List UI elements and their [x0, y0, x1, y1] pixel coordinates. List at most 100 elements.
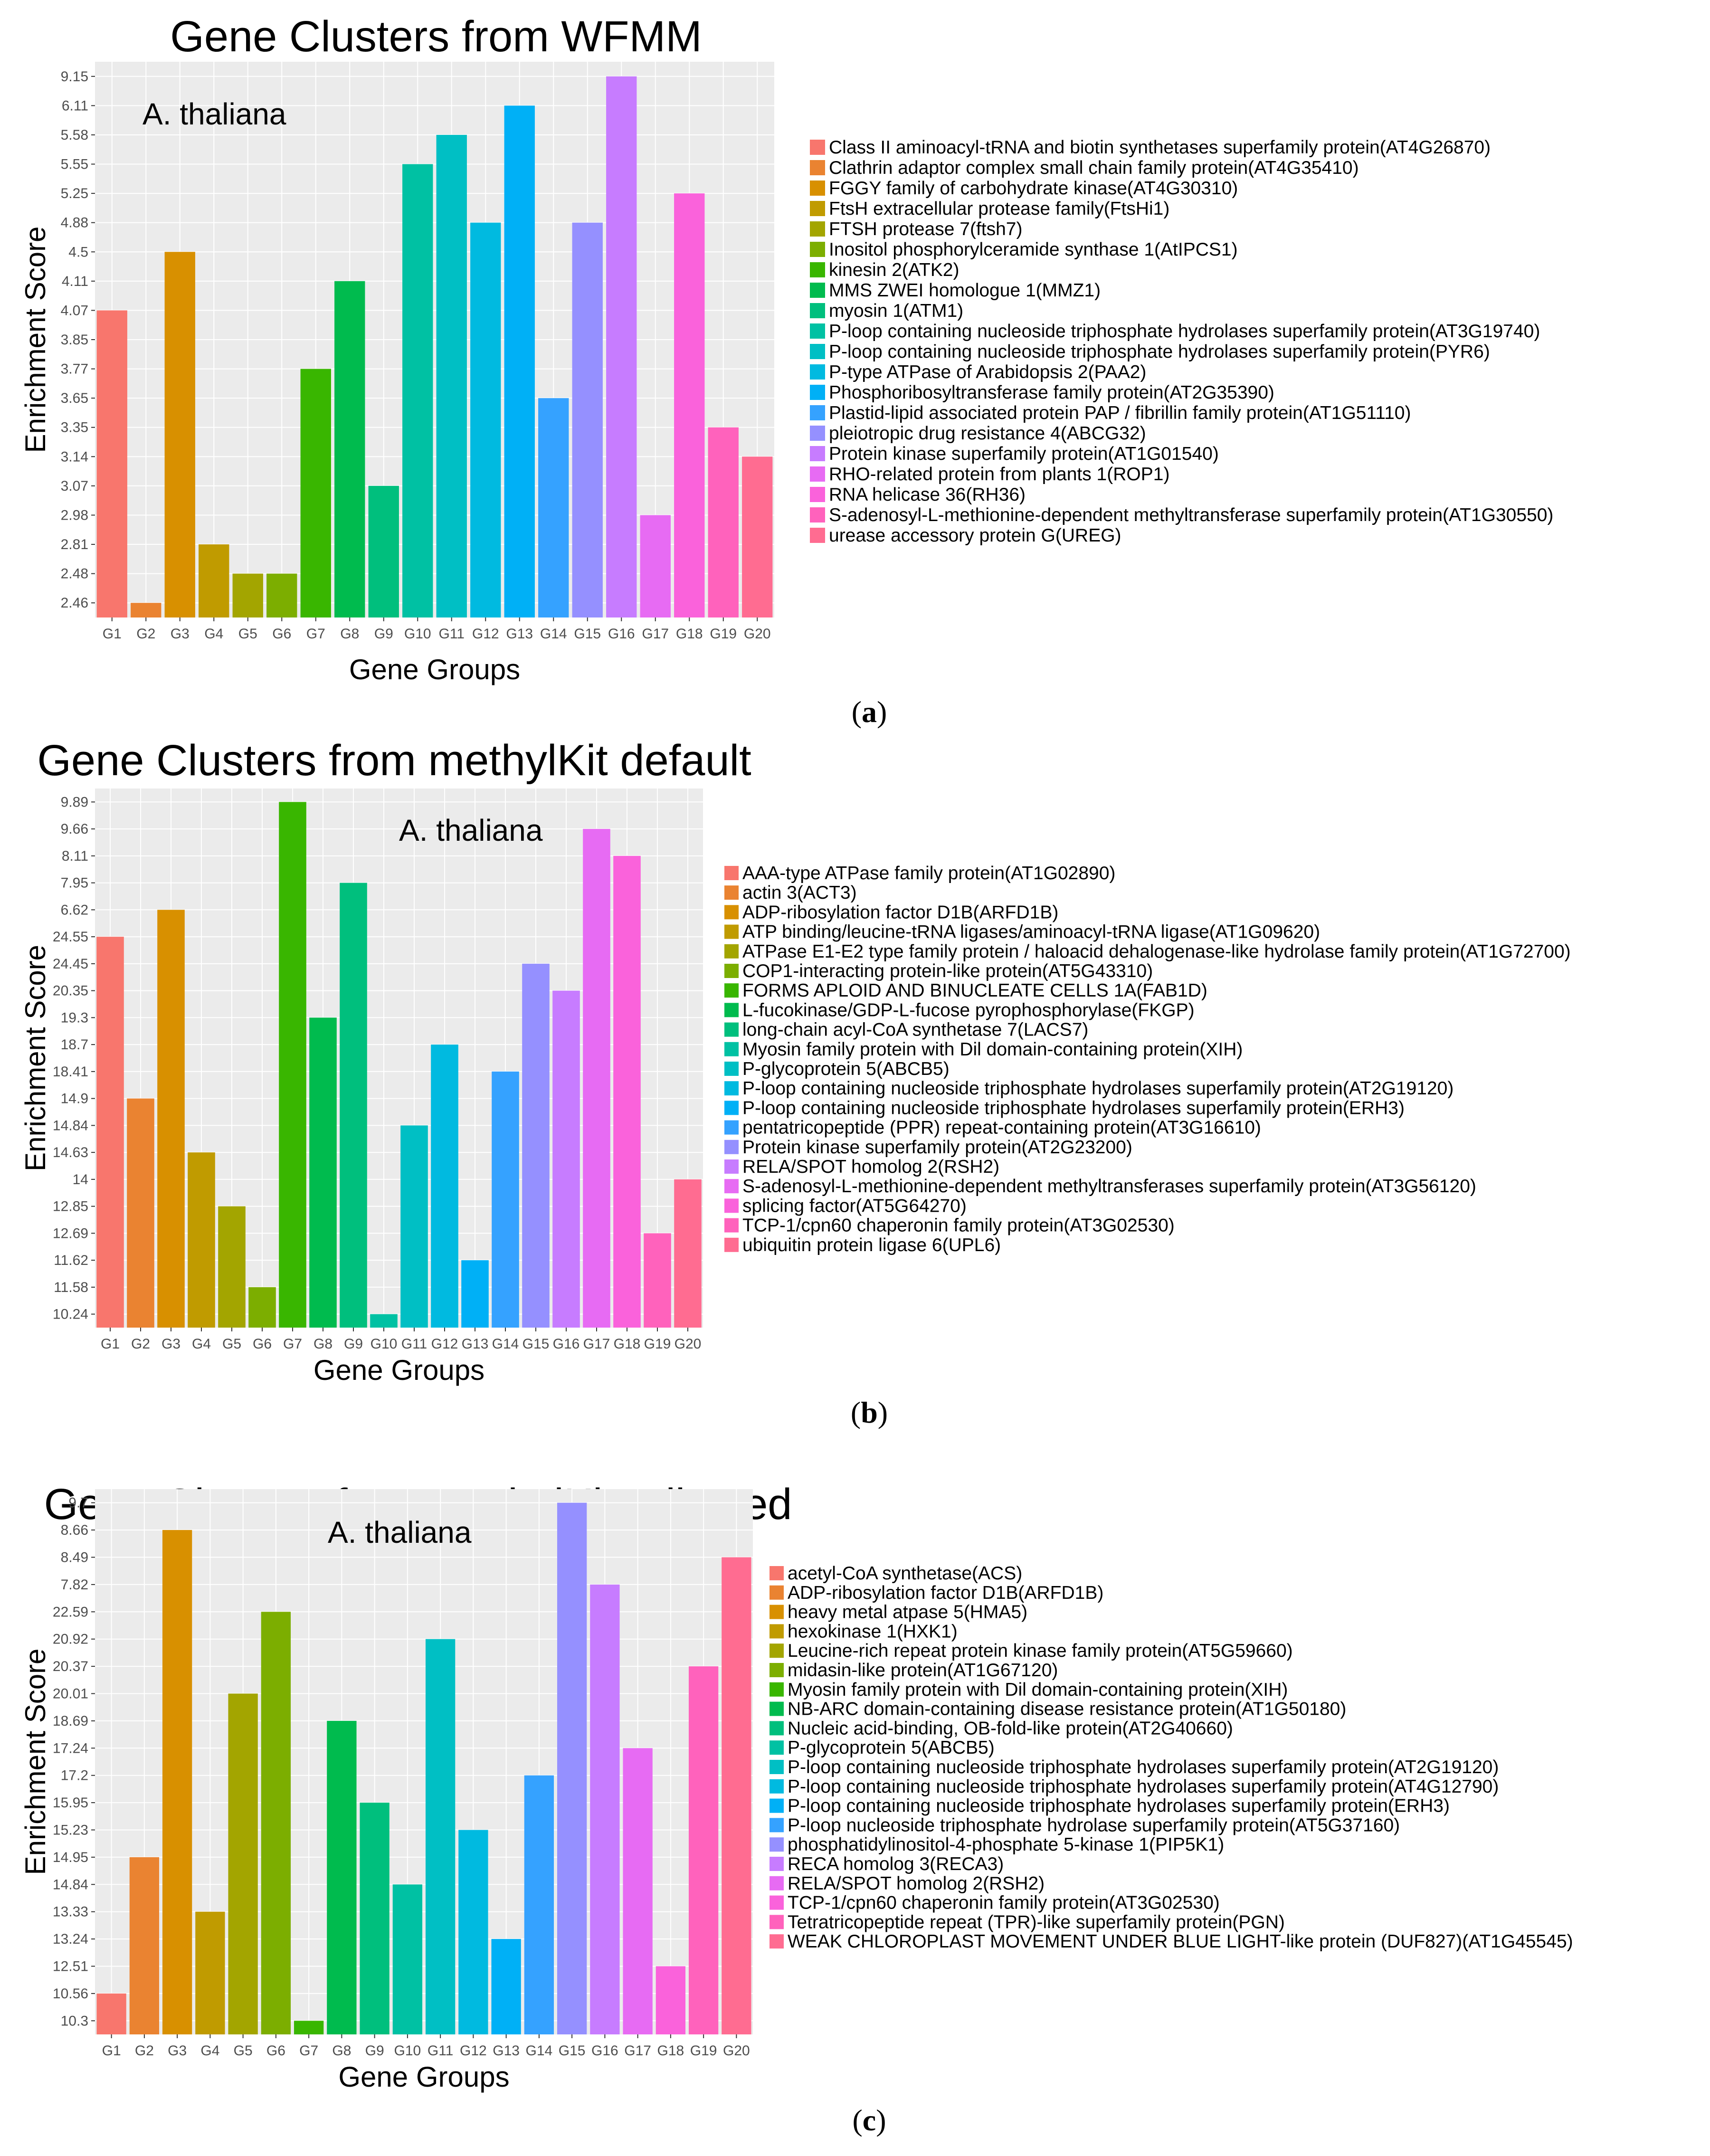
bar-G5: G5: 12.85 [218, 1206, 246, 1328]
x-tick-label: G10 [370, 1336, 398, 1352]
x-tick-label: G9 [365, 2043, 384, 2059]
y-tick-label: 3.77 [61, 361, 88, 377]
legend-label: P-loop containing nucleoside triphosphat… [788, 1757, 1499, 1777]
legend-label: RHO-related protein from plants 1(ROP1) [829, 464, 1169, 484]
x-tick-label: G20 [744, 626, 771, 642]
y-tick-label: 22.59 [53, 1604, 88, 1620]
legend-label: WEAK CHLOROPLAST MOVEMENT UNDER BLUE LIG… [788, 1931, 1573, 1952]
y-tick-label: 4.07 [61, 303, 88, 318]
x-tick-label: G9 [344, 1336, 363, 1352]
legend-swatch [724, 924, 739, 939]
y-tick-label: 12.51 [53, 1959, 88, 1975]
species-annotation: A. thaliana [142, 97, 286, 131]
bar-G15: G15: 9.7 [557, 1502, 587, 2034]
chart-panel-a: Gene Clusters from WFMMG1: 3.85G2: 2.46G… [19, 12, 1553, 729]
legend-swatch [770, 1605, 784, 1619]
legend-label: acetyl-CoA synthetase(ACS) [788, 1563, 1022, 1584]
bar-G20: G20: 8.49 [722, 1557, 751, 2034]
x-tick-label: G11 [401, 1336, 427, 1352]
x-tick-label: G3 [171, 626, 190, 642]
legend-label: long-chain acyl-CoA synthetase 7(LACS7) [742, 1020, 1088, 1040]
x-tick-label: G16 [591, 2043, 618, 2059]
legend-swatch [770, 1837, 784, 1852]
y-tick-label: 20.35 [53, 983, 88, 999]
legend-label: RNA helicase 36(RH36) [829, 484, 1026, 505]
y-tick-label: 8.11 [62, 848, 88, 864]
y-tick-label: 3.35 [61, 420, 88, 436]
bar-G8: G8: 18.69 [327, 1720, 357, 2034]
legend-swatch [810, 364, 825, 380]
legend-swatch [724, 1140, 739, 1154]
legend-label: Protein kinase superfamily protein(AT2G2… [742, 1137, 1132, 1158]
legend-swatch [810, 140, 825, 155]
bar-G1: G1: 3.85 [96, 310, 127, 617]
x-tick-label: G17 [642, 626, 669, 642]
legend-label: TCP-1/cpn60 chaperonin family protein(AT… [742, 1216, 1175, 1236]
x-tick-label: G4 [204, 626, 223, 642]
bar-G19: G19: 20.37 [688, 1666, 719, 2034]
y-tick-label: 14.63 [53, 1145, 88, 1160]
chart-panel-b: Gene Clusters from methylKit default G1: … [19, 736, 1571, 1429]
x-tick-label: G15 [574, 626, 601, 642]
legend-label: Inositol phosphorylceramide synthase 1(A… [829, 239, 1238, 260]
legend-swatch [810, 385, 825, 400]
x-tick-label: G20 [723, 2043, 750, 2059]
legend-swatch [770, 1915, 784, 1929]
bar-G1: G1: 24.55 [96, 937, 124, 1328]
legend-label: heavy metal atpase 5(HMA5) [788, 1602, 1027, 1623]
x-tick-label: G18 [614, 1336, 641, 1352]
legend-label: S-adenosyl-L-methionine-dependent methyl… [829, 505, 1553, 525]
chart-title: Gene Clusters from methylKit default [37, 736, 751, 785]
x-tick-label: G6 [253, 1336, 272, 1352]
bar-G14: G14: 3.65 [538, 398, 569, 617]
bar-G15: G15: 24.45 [522, 963, 550, 1328]
legend-swatch [724, 1042, 739, 1056]
bar-G19: G19: 12.69 [644, 1233, 671, 1328]
x-tick-label: G14 [492, 1336, 519, 1352]
legend-label: Nucleic acid-binding, OB-fold-like prote… [788, 1718, 1233, 1738]
bar-G9: G9: 15.95 [360, 1803, 390, 2034]
legend-label: ubiquitin protein ligase 6(UPL6) [742, 1235, 1001, 1255]
x-tick-label: G19 [690, 2043, 717, 2059]
x-tick-label: G5 [222, 1336, 241, 1352]
y-tick-label: 19.3 [61, 1010, 88, 1026]
legend-swatch [770, 1624, 784, 1639]
legend-label: Protein kinase superfamily protein(AT1G0… [829, 444, 1219, 464]
x-tick-label: G4 [192, 1336, 211, 1352]
legend-swatch [810, 242, 825, 257]
x-tick-label: G15 [522, 1336, 550, 1352]
legend-swatch [810, 262, 825, 277]
x-tick-label: G19 [710, 626, 737, 642]
legend-label: FORMS APLOID AND BINUCLEATE CELLS 1A(FAB… [742, 980, 1207, 1001]
legend-swatch [724, 866, 739, 880]
legend-swatch [724, 1198, 739, 1213]
legend-label: P-loop containing nucleoside triphosphat… [788, 1776, 1499, 1797]
y-tick-label: 14.84 [53, 1118, 88, 1133]
legend-swatch [770, 1721, 784, 1736]
legend-swatch [810, 466, 825, 482]
bar-G20: G20: 3.14 [742, 456, 773, 617]
x-tick-label: G12 [460, 2043, 487, 2059]
bar-G5: G5: 20.01 [228, 1693, 258, 2034]
y-tick-label: 3.07 [61, 478, 88, 494]
legend-swatch [724, 1022, 739, 1037]
legend-label: phosphatidylinositol-4-phosphate 5-kinas… [788, 1834, 1224, 1855]
bar-G18: G18: 12.51 [656, 1966, 686, 2034]
x-tick-label: G10 [394, 2043, 421, 2059]
x-tick-label: G5 [234, 2043, 253, 2059]
x-tick-label: G3 [162, 1336, 180, 1352]
bar-G9: G9: 3.07 [368, 485, 399, 617]
y-tick-label: 5.55 [61, 157, 88, 172]
legend-label: FtsH extracellular protease family(FtsHi… [829, 199, 1169, 219]
x-tick-label: G4 [200, 2043, 219, 2059]
legend-label: NB-ARC domain-containing disease resista… [788, 1699, 1346, 1719]
x-tick-label: G6 [266, 2043, 285, 2059]
legend-label: TCP-1/cpn60 chaperonin family protein(AT… [788, 1893, 1220, 1913]
y-tick-label: 2.48 [61, 566, 88, 582]
legend-swatch [770, 1740, 784, 1755]
x-tick-label: G15 [559, 2043, 586, 2059]
plot-background [95, 1489, 753, 2034]
legend-label: Clathrin adaptor complex small chain fam… [829, 158, 1359, 178]
bar-G2: G2: 14.9 [127, 1098, 154, 1328]
bar-G10: G10: 10.24 [370, 1314, 398, 1328]
